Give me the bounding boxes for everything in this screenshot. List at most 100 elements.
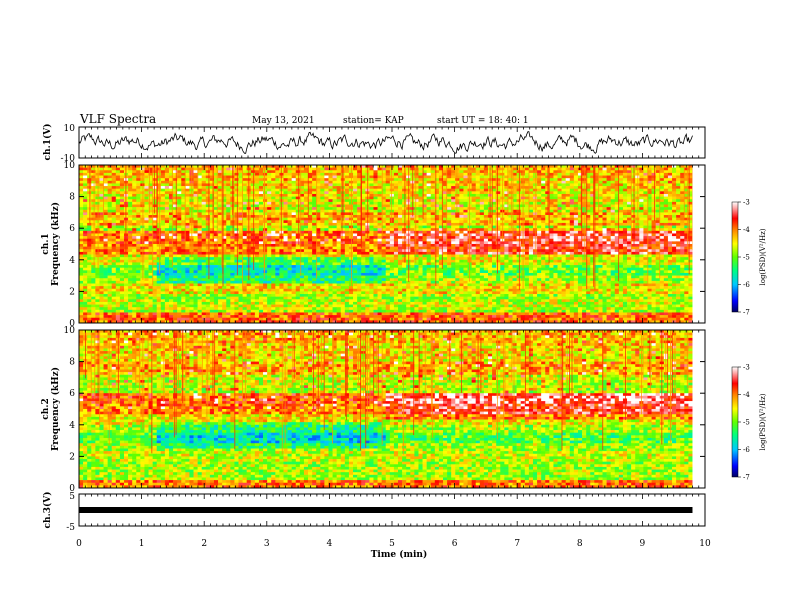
spectrogram-cell — [95, 231, 99, 234]
spectrogram-cell — [394, 194, 398, 197]
spectrogram-cell — [627, 239, 631, 242]
spectrogram-cell — [553, 205, 557, 208]
spectrogram-cell — [324, 205, 328, 208]
spectrogram-cell — [177, 249, 181, 252]
spectrogram-cell — [116, 197, 120, 200]
spectrogram-cell — [537, 197, 541, 200]
spectrogram-cell — [292, 212, 296, 215]
spectrogram-cell — [333, 181, 337, 184]
spectrogram-cell — [112, 212, 116, 215]
spectrogram-cell — [95, 233, 99, 236]
spectrogram-cell — [91, 194, 95, 197]
spectrogram-cell — [324, 247, 328, 250]
spectrogram-cell — [259, 178, 263, 181]
spectrogram-cell — [333, 223, 337, 226]
spectrogram-cell — [664, 247, 668, 250]
spectrogram-cell — [112, 228, 116, 231]
spectrogram-cell — [185, 181, 189, 184]
spectrogram-cell — [664, 244, 668, 247]
spectrogram-cell — [603, 197, 607, 200]
spectrogram-cell — [320, 202, 324, 205]
spectrogram-cell — [541, 183, 545, 186]
spectrogram-cell — [443, 247, 447, 250]
spectrogram-cell — [672, 205, 676, 208]
spectrogram-cell — [259, 170, 263, 173]
spectrogram-cell — [95, 210, 99, 213]
spectrogram-cell — [643, 218, 647, 221]
spectrogram-cell — [161, 215, 165, 218]
spectrogram-cell — [414, 210, 418, 213]
spectrogram-cell — [333, 197, 337, 200]
spectrogram-cell — [128, 181, 132, 184]
spectrogram-cell — [484, 194, 488, 197]
spectrogram-cell — [341, 249, 345, 252]
spectrogram-cell — [324, 239, 328, 242]
spectrogram-cell — [676, 189, 680, 192]
spectrogram-cell — [132, 191, 136, 194]
spectrogram-cell — [382, 247, 386, 250]
spectrogram-cell — [447, 168, 451, 171]
spectrogram-cell — [431, 191, 435, 194]
spectrogram-cell — [288, 202, 292, 205]
spectrogram-cell — [132, 168, 136, 171]
spectrogram-cell — [292, 210, 296, 213]
spectrogram-cell — [296, 181, 300, 184]
spectrogram-cell — [398, 226, 402, 229]
spectrogram-cell — [427, 191, 431, 194]
spectrogram-cell — [226, 252, 230, 255]
spectrogram-cell — [525, 236, 529, 239]
spectrogram-cell — [574, 218, 578, 221]
spectrogram-cell — [639, 181, 643, 184]
spectrogram-cell — [394, 212, 398, 215]
spectrogram-cell — [226, 199, 230, 202]
spectrogram-cell — [414, 228, 418, 231]
spectrogram-cell — [324, 181, 328, 184]
spectrogram-cell — [582, 199, 586, 202]
spectrogram-cell — [676, 207, 680, 210]
spectrogram-cell — [91, 186, 95, 189]
spectrogram-cell — [345, 173, 349, 176]
spectrogram-cell — [345, 205, 349, 208]
spectrogram-cell — [472, 247, 476, 250]
spectrogram-cell — [173, 170, 177, 173]
spectrogram-cell — [263, 220, 267, 223]
spectrogram-cell — [136, 173, 140, 176]
spectrogram-cell — [541, 197, 545, 200]
spectrogram-cell — [361, 249, 365, 252]
spectrogram-cell — [328, 233, 332, 236]
spectrogram-cell — [108, 199, 112, 202]
spectrogram-cell — [427, 215, 431, 218]
spectrogram-cell — [627, 194, 631, 197]
spectrogram-cell — [668, 223, 672, 226]
spectrogram-cell — [574, 170, 578, 173]
spectrogram-cell — [402, 205, 406, 208]
spectrogram-cell — [459, 176, 463, 179]
spectrogram-cell — [570, 218, 574, 221]
spectrogram-cell — [635, 233, 639, 236]
spectrogram-cell — [570, 186, 574, 189]
spectrogram-cell — [210, 249, 214, 252]
spectrogram-cell — [492, 247, 496, 250]
spectrogram-cell — [255, 215, 259, 218]
spectrogram-cell — [635, 244, 639, 247]
spectrogram-cell — [570, 244, 574, 247]
spectrogram-cell — [418, 226, 422, 229]
spectrogram-cell — [529, 178, 533, 181]
spectrogram-cell — [533, 247, 537, 250]
spectrogram-cell — [643, 233, 647, 236]
spectrogram-cell — [296, 176, 300, 179]
spectrogram-cell — [226, 218, 230, 221]
spectrogram-cell — [292, 231, 296, 234]
spectrogram-cell — [529, 176, 533, 179]
spectrogram-cell — [185, 218, 189, 221]
spectrogram-cell — [136, 194, 140, 197]
spectrogram-cell — [402, 247, 406, 250]
spectrogram-cell — [104, 241, 108, 244]
spectrogram-cell — [463, 186, 467, 189]
spectrogram-cell — [541, 186, 545, 189]
spectrogram-cell — [574, 239, 578, 242]
spectrogram-cell — [132, 212, 136, 215]
spectrogram-cell — [549, 215, 553, 218]
spectrogram-cell — [104, 181, 108, 184]
spectrogram-cell — [283, 212, 287, 215]
